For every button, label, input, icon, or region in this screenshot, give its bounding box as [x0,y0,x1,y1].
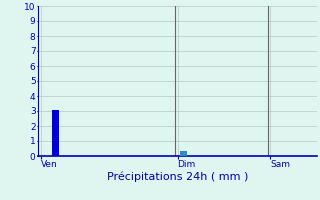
Bar [180,151,187,156]
X-axis label: Précipitations 24h ( mm ): Précipitations 24h ( mm ) [107,172,248,182]
Bar [52,110,59,156]
